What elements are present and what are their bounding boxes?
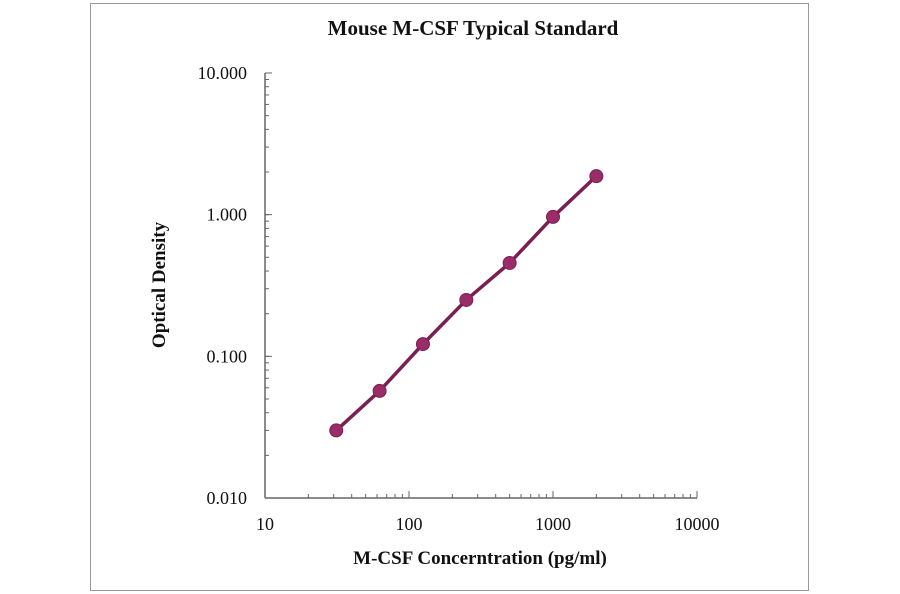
y-tick-label: 0.010 <box>207 488 248 508</box>
x-tick-label: 100 <box>396 514 423 534</box>
chart-title: Mouse M-CSF Typical Standard <box>328 16 619 40</box>
data-point <box>459 292 474 307</box>
x-tick-label: 10 <box>256 514 274 534</box>
x-tick-label: 1000 <box>535 514 571 534</box>
data-point <box>546 209 560 224</box>
x-tick-label: 10000 <box>675 514 720 534</box>
y-tick-label: 0.100 <box>207 346 248 366</box>
data-point <box>502 255 517 270</box>
data-point <box>415 337 430 352</box>
data-point <box>372 383 387 398</box>
chart-frame <box>90 3 809 591</box>
y-tick-label: 10.000 <box>198 63 248 83</box>
x-axis-label: M-CSF Concerntration (pg/ml) <box>353 548 607 569</box>
data-point <box>589 169 604 184</box>
y-tick-label: 1.000 <box>207 205 248 225</box>
y-axis-label: Optical Density <box>149 221 170 348</box>
data-point <box>329 423 344 438</box>
